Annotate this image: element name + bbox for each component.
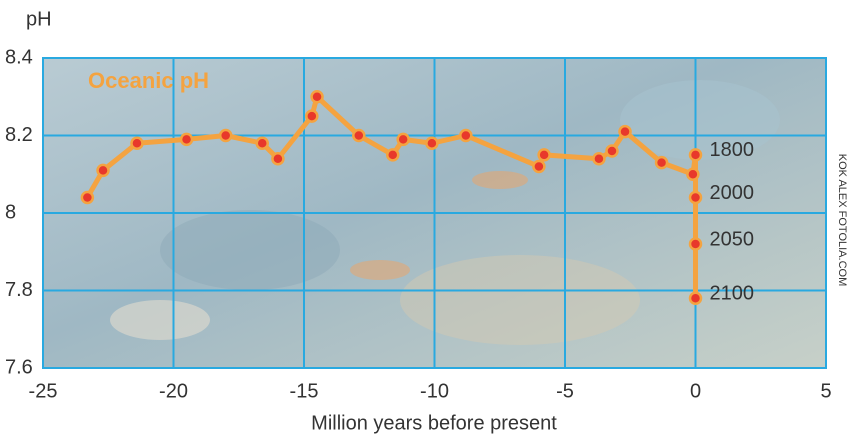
photo-fish bbox=[350, 260, 410, 280]
point bbox=[688, 291, 703, 305]
point bbox=[425, 136, 439, 150]
point bbox=[688, 190, 703, 205]
point bbox=[385, 148, 400, 162]
x-axis-label: Million years before present bbox=[311, 412, 557, 434]
x-tick-label: 0 bbox=[690, 380, 701, 402]
x-tick-label: 5 bbox=[820, 380, 831, 402]
point bbox=[688, 237, 703, 251]
point-label: 2050 bbox=[710, 228, 755, 250]
photo-fish bbox=[472, 171, 528, 189]
y-axis-label: pH bbox=[26, 8, 52, 30]
point bbox=[592, 152, 606, 166]
point bbox=[80, 190, 95, 205]
point bbox=[179, 132, 194, 147]
point bbox=[686, 167, 700, 181]
point-label: 1800 bbox=[710, 139, 755, 161]
point bbox=[605, 144, 619, 158]
x-tick-label: -10 bbox=[420, 380, 449, 402]
point bbox=[396, 132, 410, 147]
x-tick-label: -20 bbox=[159, 380, 188, 402]
point bbox=[688, 148, 703, 162]
credit: KOK ALEX FOTOLIA.COM bbox=[836, 154, 848, 286]
point bbox=[96, 163, 110, 178]
y-tick-label: 7.6 bbox=[5, 356, 33, 378]
y-tick-label: 8.4 bbox=[5, 46, 33, 68]
point bbox=[305, 109, 319, 123]
point bbox=[310, 90, 324, 104]
y-tick-label: 8.2 bbox=[5, 124, 33, 146]
plot-border bbox=[42, 57, 827, 369]
point bbox=[654, 155, 669, 170]
point bbox=[218, 128, 233, 143]
point bbox=[537, 148, 551, 162]
x-tick-label: -5 bbox=[556, 380, 574, 402]
chart-title: Oceanic pH bbox=[88, 68, 209, 93]
point bbox=[255, 136, 269, 150]
x-tick-label: -25 bbox=[29, 380, 58, 402]
point-label: 2100 bbox=[710, 283, 755, 305]
point-label: 2000 bbox=[710, 182, 755, 204]
point bbox=[459, 128, 473, 143]
point bbox=[618, 124, 632, 139]
x-tick-label: -15 bbox=[290, 380, 319, 402]
point bbox=[532, 159, 546, 174]
photo-shade bbox=[110, 300, 210, 340]
y-tick-label: 8 bbox=[5, 201, 16, 223]
photo-shade bbox=[400, 255, 640, 345]
point bbox=[130, 136, 144, 150]
y-tick-label: 7.8 bbox=[5, 279, 33, 301]
photo-shade bbox=[620, 80, 780, 160]
point bbox=[271, 152, 285, 166]
photo-shade bbox=[160, 210, 340, 290]
point bbox=[352, 128, 366, 143]
